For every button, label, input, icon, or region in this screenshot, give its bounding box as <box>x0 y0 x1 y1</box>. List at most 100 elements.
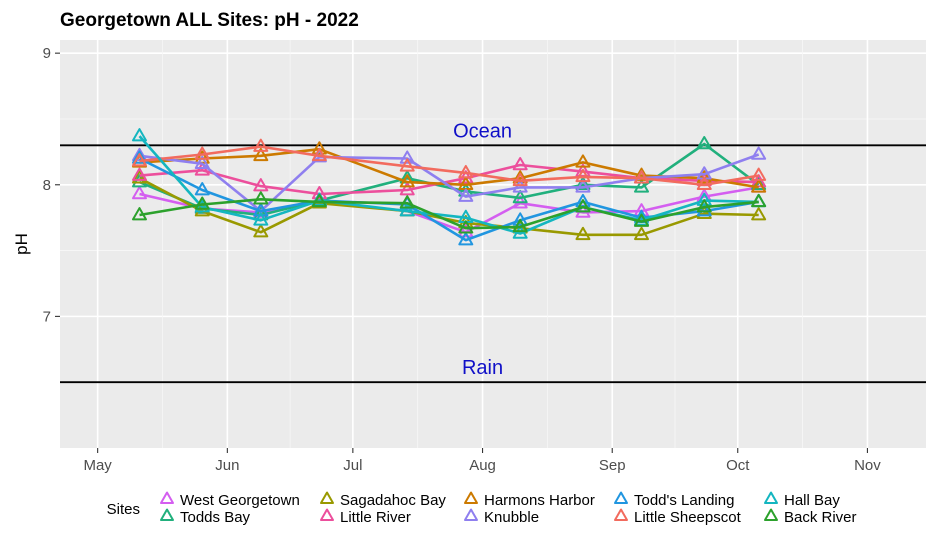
legend-label: Back River <box>784 509 857 526</box>
data-point <box>131 150 147 164</box>
legend-title: Sites <box>107 501 140 518</box>
data-point <box>575 154 591 168</box>
legend-label: Knubble <box>484 509 539 526</box>
legend-item-little-river: Little River <box>320 508 411 526</box>
legend-label: Little Sheepscot <box>634 509 742 526</box>
data-point <box>131 170 147 184</box>
x-tick-label: Sep <box>599 457 626 474</box>
data-point <box>194 182 210 196</box>
data-point <box>253 224 269 238</box>
legend-item-sagadahoc-bay: Sagadahoc Bay <box>320 491 446 509</box>
data-point <box>458 220 474 234</box>
reference-label-ocean: Ocean <box>453 120 512 142</box>
data-point <box>458 164 474 179</box>
data-point <box>399 174 415 188</box>
data-point <box>575 168 591 183</box>
series-line-little-sheepscot <box>139 145 759 187</box>
data-point <box>253 203 269 217</box>
data-point <box>311 186 327 200</box>
data-point <box>399 203 415 217</box>
data-point <box>634 167 650 181</box>
data-point <box>512 218 528 233</box>
data-point <box>512 157 528 171</box>
series-little-sheepscot <box>131 138 767 191</box>
x-tick-label: Aug <box>469 457 496 474</box>
legend-key <box>320 508 334 521</box>
legend-key <box>160 491 174 504</box>
data-point <box>634 170 650 184</box>
legend-key <box>320 491 334 504</box>
data-point <box>696 203 712 217</box>
data-point <box>253 191 269 205</box>
data-point <box>131 207 147 221</box>
legend-item-hall-bay: Hall Bay <box>764 491 840 509</box>
series-line-back-river <box>139 198 759 230</box>
data-point <box>696 135 712 150</box>
x-tick-label: May <box>83 457 112 474</box>
y-tick-label: 9 <box>43 45 51 62</box>
data-point <box>253 147 269 162</box>
data-point <box>696 176 712 191</box>
data-point <box>399 195 415 209</box>
legend-item-harmons-harbor: Harmons Harbor <box>464 491 595 509</box>
legend-key <box>764 491 778 504</box>
legend-item-todd-s-landing: Todd's Landing <box>614 491 734 509</box>
data-point <box>458 188 474 202</box>
y-axis-title: pH <box>12 233 31 255</box>
legend-key <box>464 508 478 521</box>
data-point <box>751 179 767 193</box>
data-point <box>194 196 210 210</box>
y-tick-label: 8 <box>43 177 51 194</box>
data-point <box>575 226 591 241</box>
data-point <box>458 224 474 238</box>
legend-item-west-georgetown: West Georgetown <box>160 491 300 509</box>
data-point <box>311 193 327 208</box>
chart-title: Georgetown ALL Sites: pH - 2022 <box>60 10 359 31</box>
data-point <box>131 186 147 200</box>
axes: 7 8 9 May Jun Jul Aug Sep Oct Nov <box>43 45 882 474</box>
data-point <box>696 199 712 213</box>
data-point <box>634 179 650 193</box>
x-tick-label: Nov <box>854 457 881 474</box>
data-point <box>253 178 269 192</box>
legend-key <box>614 508 628 521</box>
plot-panel <box>60 40 926 448</box>
data-point <box>253 138 269 152</box>
data-point <box>399 158 415 172</box>
data-point <box>634 226 650 241</box>
data-point <box>512 189 528 204</box>
data-point <box>751 146 767 160</box>
legend-label: West Georgetown <box>180 492 300 509</box>
data-point <box>311 147 327 162</box>
data-point <box>131 153 147 167</box>
x-tick-label: Oct <box>726 457 750 474</box>
x-tick-label: Jun <box>215 457 239 474</box>
legend-key <box>160 508 174 521</box>
legend-key <box>764 508 778 521</box>
data-point <box>696 170 712 184</box>
data-point <box>399 150 415 164</box>
legend-label: Little River <box>340 509 411 526</box>
series-line-hall-bay <box>138 135 759 235</box>
legend-label: Hall Bay <box>784 492 840 509</box>
reference-lines: Ocean Rain <box>60 120 926 384</box>
data-point <box>751 207 767 221</box>
data-point <box>512 170 528 184</box>
legend-key <box>614 491 628 504</box>
legend-item-back-river: Back River <box>764 508 857 526</box>
data-point <box>575 179 591 193</box>
data-point <box>458 232 474 246</box>
grid-lines <box>60 40 926 448</box>
legend-item-todds-bay: Todds Bay <box>160 508 251 526</box>
data-point <box>751 167 767 181</box>
data-point <box>131 128 147 142</box>
legend-key <box>464 491 478 504</box>
x-tick-label: Jul <box>343 457 362 474</box>
data-point <box>751 176 767 191</box>
legend-label: Harmons Harbor <box>484 492 595 509</box>
legend-label: Todds Bay <box>180 509 251 526</box>
data-point <box>575 199 591 213</box>
data-point <box>512 172 528 187</box>
